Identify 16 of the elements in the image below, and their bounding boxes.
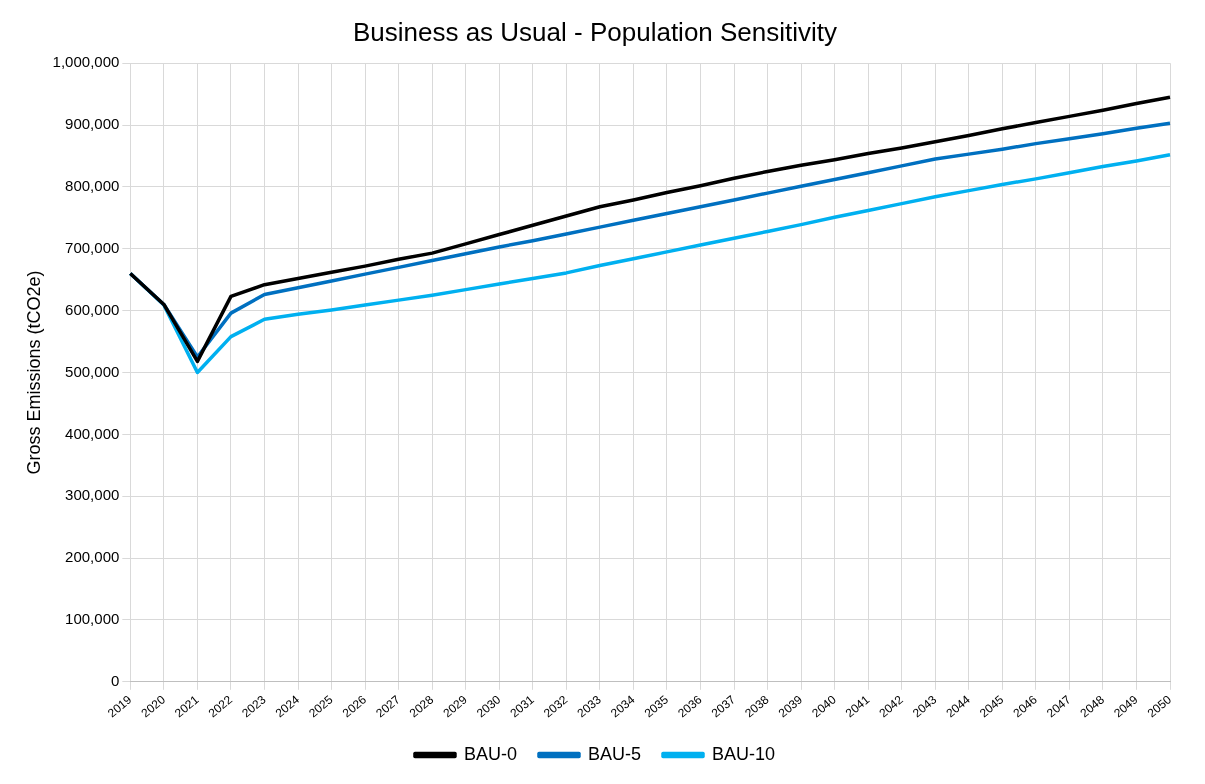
legend-label: BAU-10 — [712, 743, 776, 764]
legend-label: BAU-5 — [587, 743, 641, 764]
y-tick-label: 100,000 — [65, 610, 120, 628]
y-tick-label: 1,000,000 — [52, 53, 120, 71]
y-tick-label: 600,000 — [65, 300, 120, 318]
legend-label: BAU-0 — [463, 743, 517, 764]
y-tick-label: 200,000 — [65, 548, 120, 566]
y-tick-label: 800,000 — [65, 177, 120, 195]
chart-title: Business as Usual - Population Sensitivity — [352, 16, 838, 47]
y-tick-label: 400,000 — [65, 424, 120, 442]
y-tick-label: 0 — [110, 671, 120, 689]
y-tick-label: 700,000 — [65, 238, 120, 256]
y-tick-label: 300,000 — [65, 486, 120, 504]
y-axis-title: Gross Emissions (tCO2e) — [23, 270, 44, 475]
y-tick-label: 900,000 — [65, 115, 120, 133]
y-tick-label: 500,000 — [65, 362, 120, 380]
